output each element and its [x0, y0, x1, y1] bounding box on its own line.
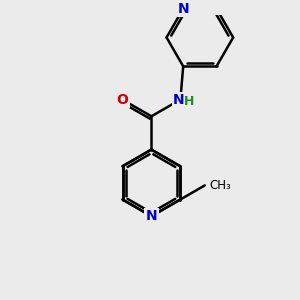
Text: CH₃: CH₃ [210, 179, 232, 192]
Text: N: N [146, 209, 157, 223]
Text: O: O [116, 93, 128, 106]
Text: N: N [173, 93, 185, 106]
Text: N: N [177, 2, 189, 16]
Text: H: H [184, 95, 195, 108]
